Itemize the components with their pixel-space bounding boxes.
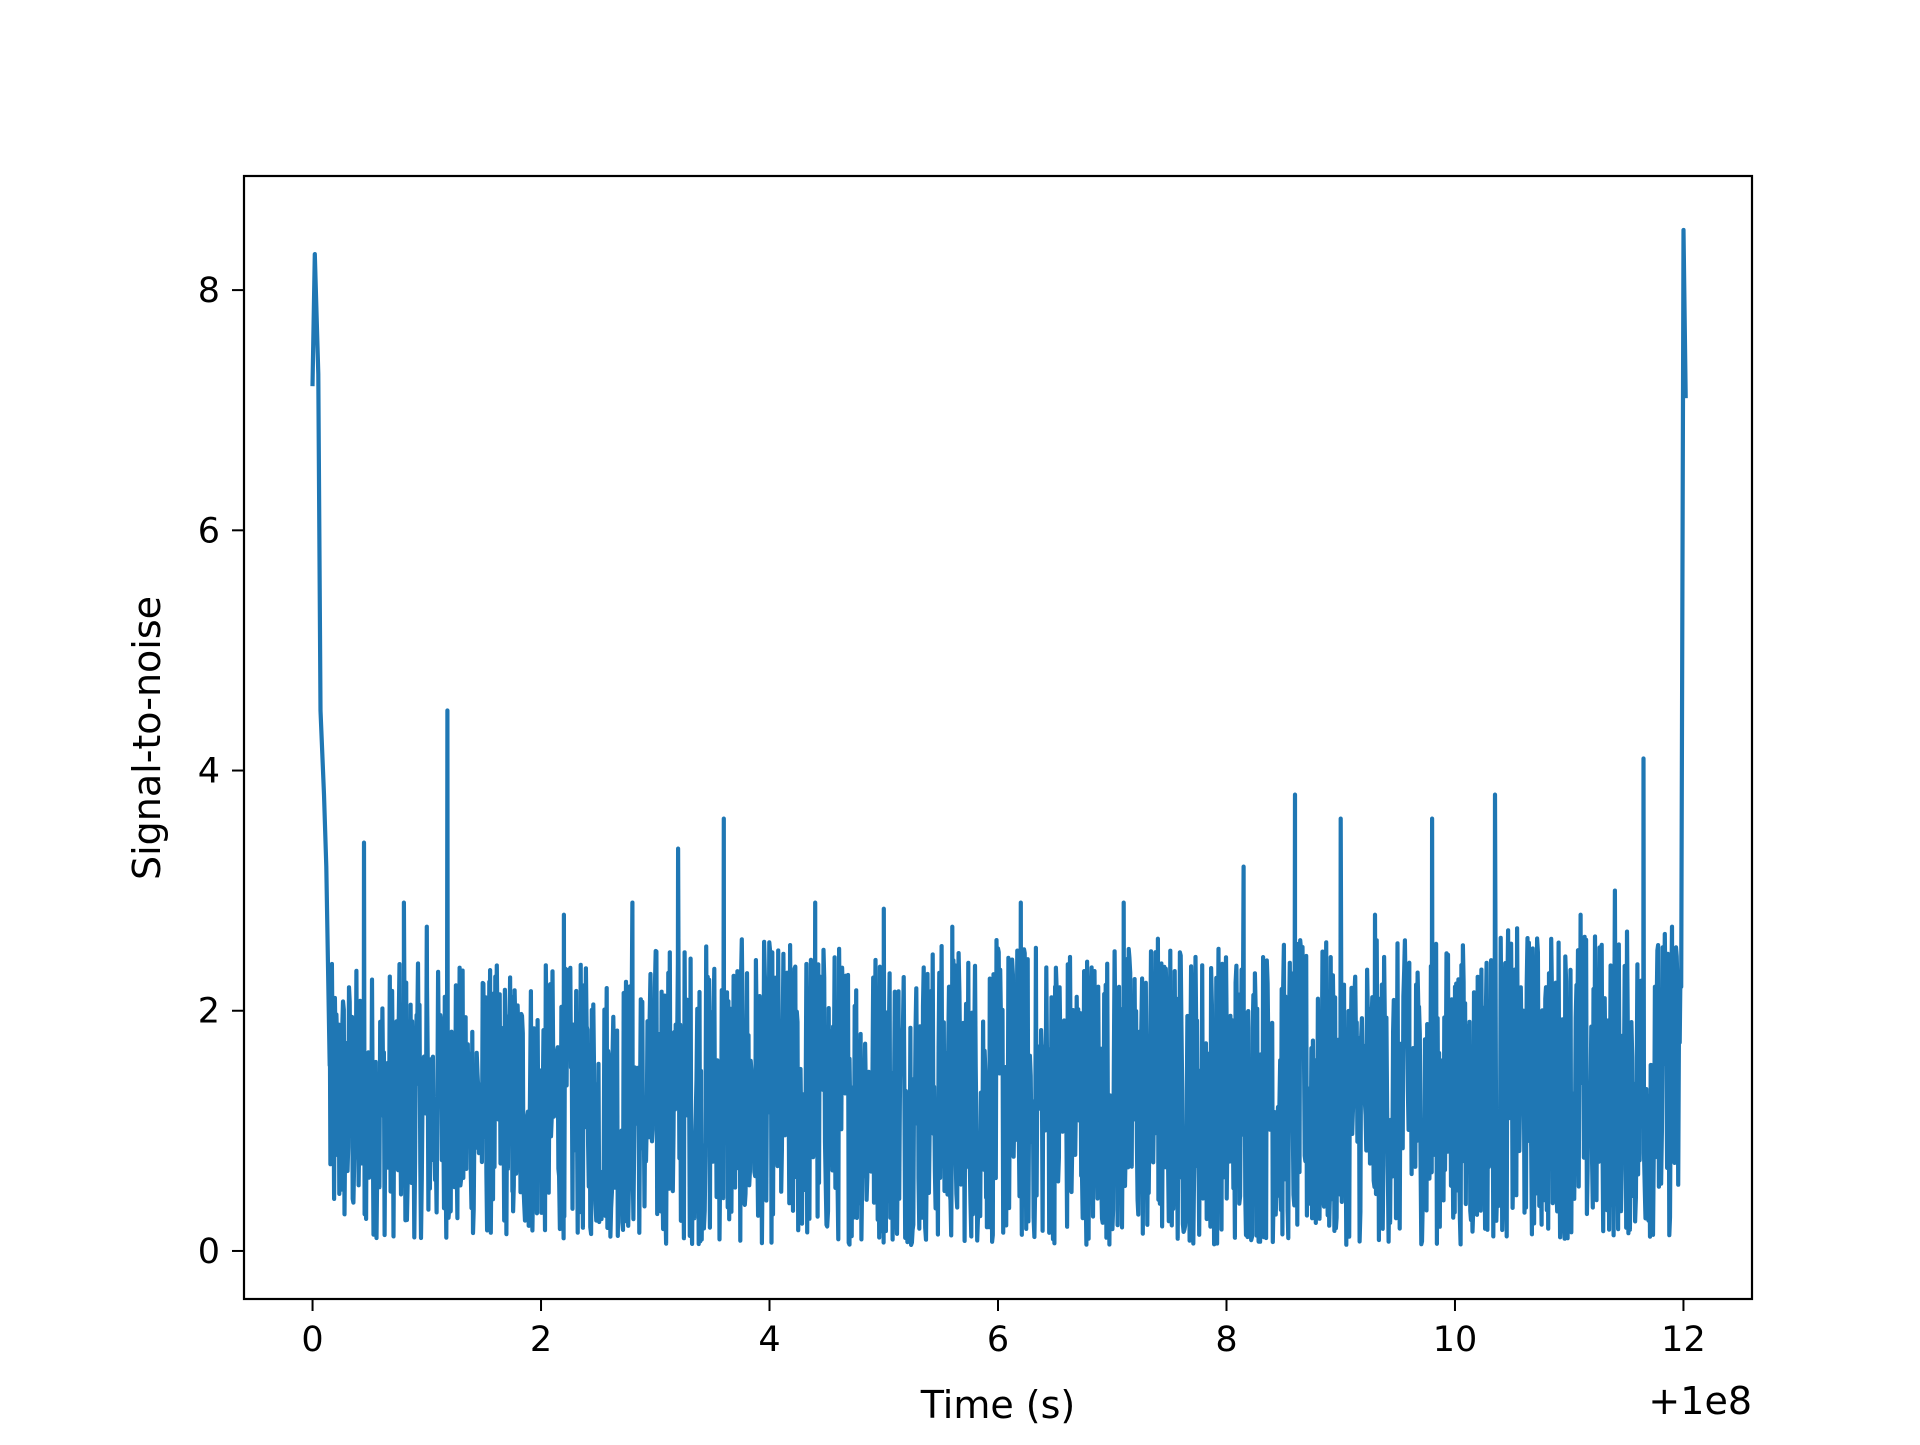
plot-content	[310, 227, 1688, 1247]
x-tick-label: 8	[1215, 1320, 1237, 1360]
x-axis-offset-text: +1e8	[1648, 1379, 1752, 1423]
series-line-signal-to-noise	[310, 227, 1688, 1247]
x-axis-ticks: 0 2 4 6 8 10 12	[301, 1299, 1706, 1360]
y-tick-label: 4	[198, 752, 220, 792]
y-axis-ticks: 0 2 4 6 8	[198, 271, 244, 1272]
y-tick-label: 8	[198, 271, 220, 311]
y-axis-label: Signal-to-noise	[125, 596, 169, 880]
x-tick-label: 6	[987, 1320, 1009, 1360]
x-tick-label: 12	[1661, 1320, 1706, 1360]
x-tick-label: 10	[1433, 1320, 1478, 1360]
y-tick-label: 0	[198, 1232, 220, 1272]
x-tick-label: 2	[530, 1320, 552, 1360]
y-tick-label: 6	[198, 511, 220, 551]
x-axis-label: Time (s)	[920, 1383, 1076, 1427]
x-tick-label: 0	[301, 1320, 323, 1360]
y-tick-label: 2	[198, 992, 220, 1032]
x-tick-label: 4	[758, 1320, 780, 1360]
